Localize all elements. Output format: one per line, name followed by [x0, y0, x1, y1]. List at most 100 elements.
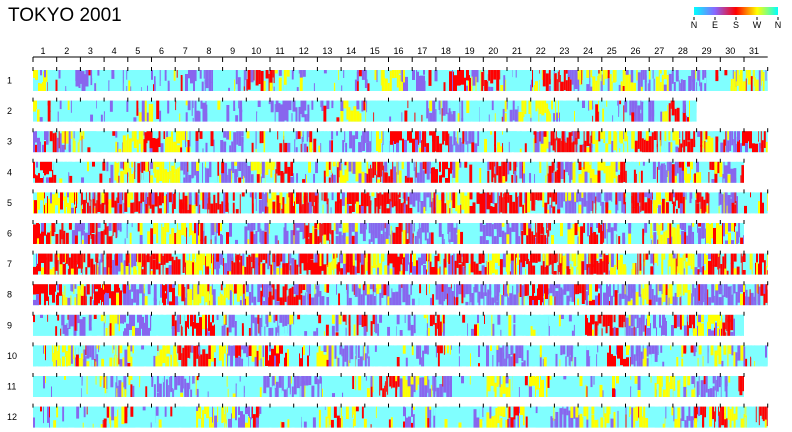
wind-mark	[90, 100, 94, 120]
wind-mark	[595, 196, 597, 214]
wind-mark	[306, 253, 308, 270]
wind-mark	[111, 70, 115, 79]
wind-mark	[238, 223, 240, 237]
wind-mark	[133, 131, 137, 148]
wind-mark	[514, 161, 517, 172]
wind-mark	[275, 327, 278, 336]
wind-mark	[742, 145, 745, 153]
wind-mark	[282, 263, 286, 275]
wind-mark	[672, 296, 675, 306]
wind-mark	[651, 223, 653, 238]
wind-mark	[160, 143, 164, 153]
wind-mark	[254, 192, 256, 199]
wind-mark	[57, 292, 59, 306]
wind-mark	[302, 192, 304, 204]
wind-mark	[657, 161, 660, 170]
wind-mark	[490, 131, 493, 153]
wind-mark	[644, 70, 647, 83]
wind-mark	[44, 192, 45, 199]
wind-mark	[451, 192, 453, 214]
wind-mark	[140, 131, 143, 151]
wind-mark	[317, 70, 320, 85]
wind-mark	[679, 70, 681, 83]
wind-mark	[558, 253, 560, 272]
wind-mark	[446, 253, 448, 272]
wind-mark	[600, 192, 602, 206]
wind-mark	[616, 70, 619, 82]
wind-mark	[624, 72, 626, 91]
wind-mark	[724, 195, 727, 214]
wind-mark	[56, 161, 60, 167]
wind-mark	[557, 209, 561, 214]
wind-mark	[336, 264, 338, 275]
wind-mark	[540, 223, 544, 234]
wind-mark	[284, 223, 287, 236]
wind-mark	[613, 284, 615, 297]
wind-mark	[740, 253, 742, 263]
wind-mark	[439, 131, 443, 144]
wind-mark	[412, 100, 415, 111]
wind-mark	[291, 258, 295, 275]
wind-mark	[579, 70, 582, 85]
wind-mark	[491, 100, 494, 111]
wind-mark	[85, 87, 89, 91]
wind-mark	[221, 314, 224, 323]
wind-mark	[504, 131, 507, 142]
wind-mark	[253, 170, 257, 183]
wind-mark	[714, 295, 716, 306]
wind-mark	[246, 79, 248, 91]
wind-mark	[549, 111, 551, 122]
wind-mark	[186, 147, 188, 153]
wind-mark	[667, 223, 670, 243]
wind-mark	[756, 292, 758, 306]
wind-mark	[461, 253, 463, 257]
wind-mark	[583, 71, 587, 91]
wind-mark	[574, 131, 576, 145]
wind-mark	[367, 109, 369, 122]
wind-mark	[194, 131, 196, 140]
wind-mark	[102, 70, 105, 91]
wind-mark	[739, 223, 741, 238]
wind-mark	[239, 100, 243, 113]
wind-mark	[667, 161, 669, 174]
wind-mark	[348, 107, 351, 122]
wind-mark	[291, 70, 294, 80]
wind-mark	[59, 107, 62, 122]
wind-mark	[653, 223, 657, 231]
wind-mark	[271, 327, 274, 336]
wind-mark	[574, 195, 577, 214]
wind-mark	[352, 168, 356, 183]
wind-mark	[571, 161, 573, 180]
wind-mark	[233, 132, 237, 153]
wind-mark	[319, 291, 322, 306]
wind-mark	[66, 192, 67, 207]
wind-mark	[755, 79, 759, 91]
month-row	[32, 97, 698, 122]
wind-mark	[441, 108, 443, 122]
wind-mark	[379, 139, 381, 153]
wind-mark	[665, 291, 668, 306]
wind-mark	[581, 198, 584, 214]
wind-mark	[450, 286, 452, 306]
wind-mark	[388, 223, 390, 236]
wind-mark	[139, 327, 141, 336]
wind-mark	[429, 100, 433, 112]
wind-mark	[182, 314, 185, 333]
wind-mark	[119, 161, 121, 176]
wind-mark	[478, 236, 480, 244]
wind-mark	[275, 206, 277, 214]
wind-mark	[124, 223, 126, 239]
wind-mark	[561, 136, 565, 153]
wind-mark	[155, 138, 158, 153]
wind-mark	[391, 100, 394, 110]
wind-mark	[255, 257, 259, 275]
wind-mark	[661, 202, 662, 214]
wind-mark	[85, 192, 87, 204]
wind-mark	[704, 70, 707, 78]
wind-mark	[483, 70, 485, 89]
wind-mark	[594, 161, 598, 183]
wind-mark	[742, 192, 743, 206]
wind-mark	[470, 253, 474, 273]
wind-mark	[672, 201, 675, 214]
wind-mark	[585, 239, 588, 244]
